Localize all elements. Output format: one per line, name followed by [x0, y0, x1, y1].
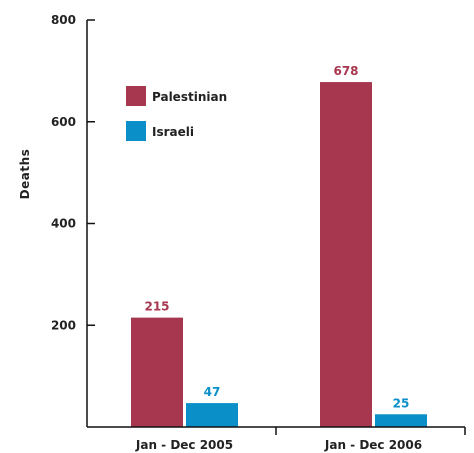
- legend-swatch-palestinian: [126, 86, 146, 106]
- x-category-label: Jan - Dec 2006: [324, 438, 422, 452]
- y-tick-label: 600: [51, 115, 76, 129]
- legend-label-palestinian: Palestinian: [152, 90, 227, 104]
- bar-israeli-2: [375, 414, 427, 427]
- y-axis-title: Deaths: [18, 149, 32, 200]
- data-label: 25: [393, 396, 410, 410]
- bars: [131, 82, 427, 427]
- legend: Palestinian Israeli: [126, 86, 227, 141]
- data-label: 215: [144, 300, 169, 314]
- bar-palestinian-2: [320, 82, 372, 427]
- bar-israeli-1: [186, 403, 238, 427]
- data-labels: 215 47 678 25: [144, 64, 409, 410]
- y-tick-label: 800: [51, 13, 76, 27]
- y-tick-label: 400: [51, 217, 76, 231]
- data-label: 678: [333, 64, 358, 78]
- legend-swatch-israeli: [126, 121, 146, 141]
- y-tick-label: 200: [51, 318, 76, 332]
- data-label: 47: [204, 385, 221, 399]
- legend-label-israeli: Israeli: [152, 125, 194, 139]
- x-axis-ticks: Jan - Dec 2005 Jan - Dec 2006: [135, 427, 466, 452]
- y-axis-ticks: 200 400 600 800: [51, 13, 95, 332]
- x-category-label: Jan - Dec 2005: [135, 438, 233, 452]
- bar-palestinian-1: [131, 317, 183, 427]
